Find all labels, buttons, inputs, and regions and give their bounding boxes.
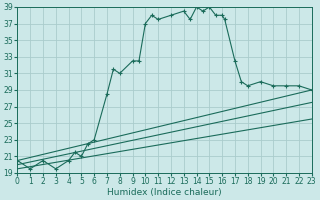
X-axis label: Humidex (Indice chaleur): Humidex (Indice chaleur) <box>107 188 222 197</box>
